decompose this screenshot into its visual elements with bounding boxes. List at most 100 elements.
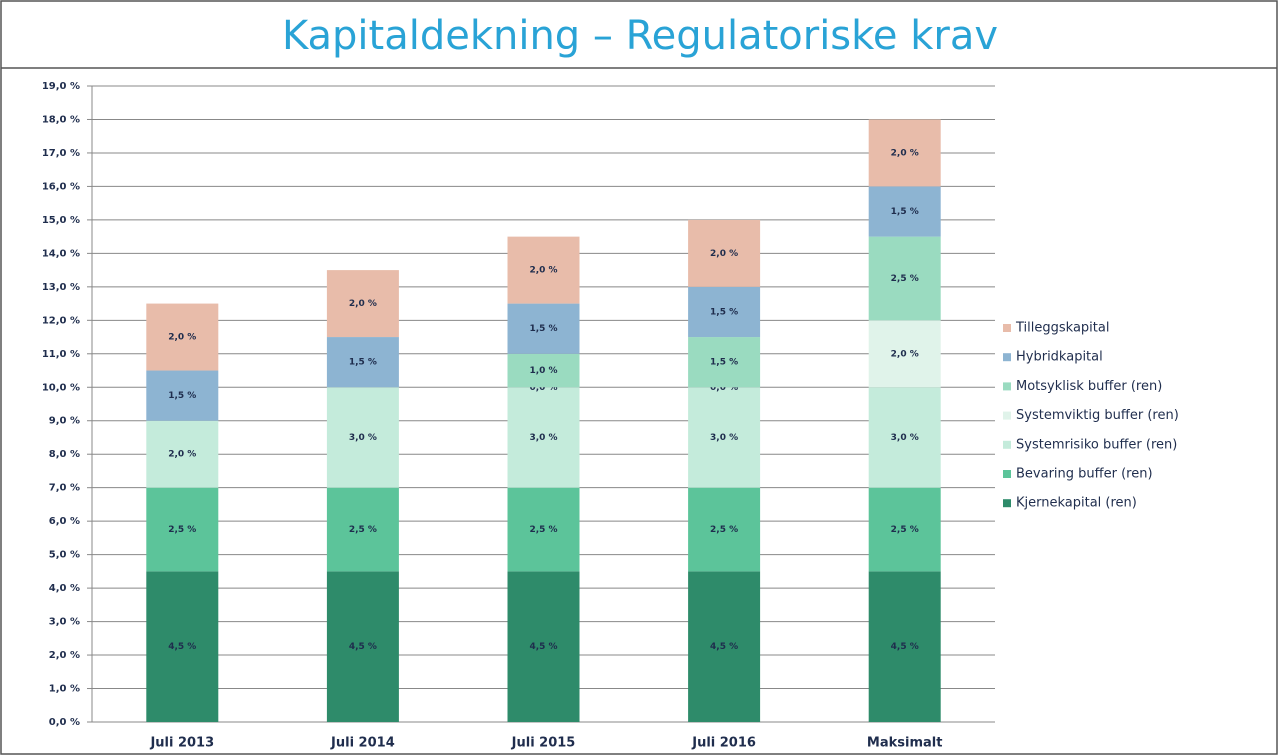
bar-segment [868, 320, 941, 388]
value-label: 3,0 % [529, 433, 557, 443]
value-label: 2,5 % [529, 525, 557, 535]
bar-segment [507, 387, 580, 488]
x-tick-label: Juli 2013 [149, 736, 214, 751]
legend-swatch [1003, 440, 1011, 449]
value-label: 4,5 % [349, 642, 377, 652]
bar-segment [326, 387, 399, 488]
y-tick-label: 19,0 % [42, 81, 80, 92]
bar-segment [868, 487, 941, 572]
bar-segment [688, 286, 761, 338]
value-label: 4,5 % [529, 642, 557, 652]
y-tick-label: 3,0 % [49, 617, 80, 628]
bar-segment [688, 487, 761, 572]
x-tick-label: Juli 2014 [330, 736, 395, 751]
value-label: 2,0 % [168, 333, 196, 343]
value-label: 2,5 % [710, 525, 738, 535]
bar-segment [688, 337, 761, 388]
y-tick-label: 18,0 % [42, 114, 80, 125]
bar-segment [868, 236, 941, 321]
value-label: 4,5 % [168, 642, 196, 652]
bar-segment [146, 487, 219, 572]
bar-segment [868, 387, 941, 488]
value-label: 4,5 % [891, 642, 919, 652]
bar-segment [326, 337, 399, 388]
y-tick-label: 6,0 % [49, 516, 80, 527]
y-tick-label: 8,0 % [49, 449, 80, 460]
y-tick-label: 2,0 % [49, 650, 80, 661]
y-tick-label: 1,0 % [49, 684, 80, 695]
bar-segment [507, 571, 580, 722]
value-label: 2,0 % [710, 249, 738, 259]
bar-segment [326, 487, 399, 572]
y-tick-label: 5,0 % [49, 550, 80, 561]
legend-label: Hybridkapital [1016, 350, 1103, 365]
y-tick-label: 16,0 % [42, 181, 80, 192]
bar-segment [688, 571, 761, 722]
bar-segment [326, 571, 399, 722]
bar-segment [146, 370, 219, 421]
legend-swatch [1003, 382, 1011, 391]
legend-label: Systemrisiko buffer (ren) [1016, 437, 1177, 452]
y-tick-label: 15,0 % [42, 215, 80, 226]
value-label: 4,5 % [710, 642, 738, 652]
value-label: 3,0 % [891, 433, 919, 443]
bar-segment [868, 119, 941, 187]
bar-segment [146, 303, 219, 371]
value-label: 1,5 % [710, 358, 738, 368]
legend-swatch [1003, 411, 1011, 420]
value-label: 2,5 % [891, 525, 919, 535]
value-label: 2,5 % [168, 525, 196, 535]
bar-segment [507, 236, 580, 304]
y-tick-label: 14,0 % [42, 248, 80, 259]
bar-segment [507, 303, 580, 354]
value-label: 3,0 % [349, 433, 377, 443]
legend-swatch [1003, 499, 1011, 508]
value-label: 3,0 % [710, 433, 738, 443]
legend-label: Tilleggskapital [1015, 321, 1109, 336]
bar-segment [868, 186, 941, 237]
legend-swatch [1003, 324, 1011, 332]
y-tick-label: 10,0 % [42, 382, 80, 393]
bar-segment [507, 487, 580, 572]
bar-segment [507, 353, 580, 388]
bar-segment [146, 571, 219, 722]
y-tick-label: 0,0 % [49, 717, 80, 728]
x-tick-label: Maksimalt [867, 736, 943, 751]
y-tick-label: 4,0 % [49, 583, 80, 594]
value-label: 1,5 % [349, 358, 377, 368]
y-tick-label: 11,0 % [42, 349, 80, 360]
value-label: 2,0 % [891, 349, 919, 359]
bar-segment [146, 420, 219, 488]
legend-label: Motsyklisk buffer (ren) [1016, 379, 1162, 394]
bar-segment [326, 270, 399, 338]
value-label: 2,5 % [891, 274, 919, 284]
legend-label: Bevaring buffer (ren) [1016, 467, 1153, 482]
x-tick-label: Juli 2016 [691, 736, 756, 751]
value-label: 1,5 % [529, 324, 557, 334]
y-tick-label: 7,0 % [49, 483, 80, 494]
value-label: 1,5 % [891, 207, 919, 217]
x-tick-label: Juli 2015 [511, 736, 576, 751]
y-tick-label: 12,0 % [42, 315, 80, 326]
value-label: 0,0 % [710, 383, 738, 393]
value-label: 1,0 % [529, 366, 557, 376]
y-tick-label: 9,0 % [49, 416, 80, 427]
y-tick-label: 13,0 % [42, 282, 80, 293]
value-label: 2,0 % [349, 299, 377, 309]
value-label: 2,0 % [168, 450, 196, 460]
legend-swatch [1003, 353, 1011, 362]
value-label: 0,0 % [529, 383, 557, 393]
bar-segment [868, 571, 941, 722]
bar-segment [688, 387, 761, 488]
legend-label: Kjernekapital (ren) [1016, 496, 1137, 511]
y-tick-label: 17,0 % [42, 148, 80, 159]
value-label: 2,0 % [529, 266, 557, 276]
value-label: 1,5 % [710, 307, 738, 317]
legend-swatch [1003, 470, 1011, 478]
legend-label: Systemviktig buffer (ren) [1016, 408, 1179, 423]
chart-title: Kapitaldekning – Regulatoriske krav [282, 13, 998, 59]
bar-segment [688, 219, 761, 287]
value-label: 1,5 % [168, 391, 196, 401]
